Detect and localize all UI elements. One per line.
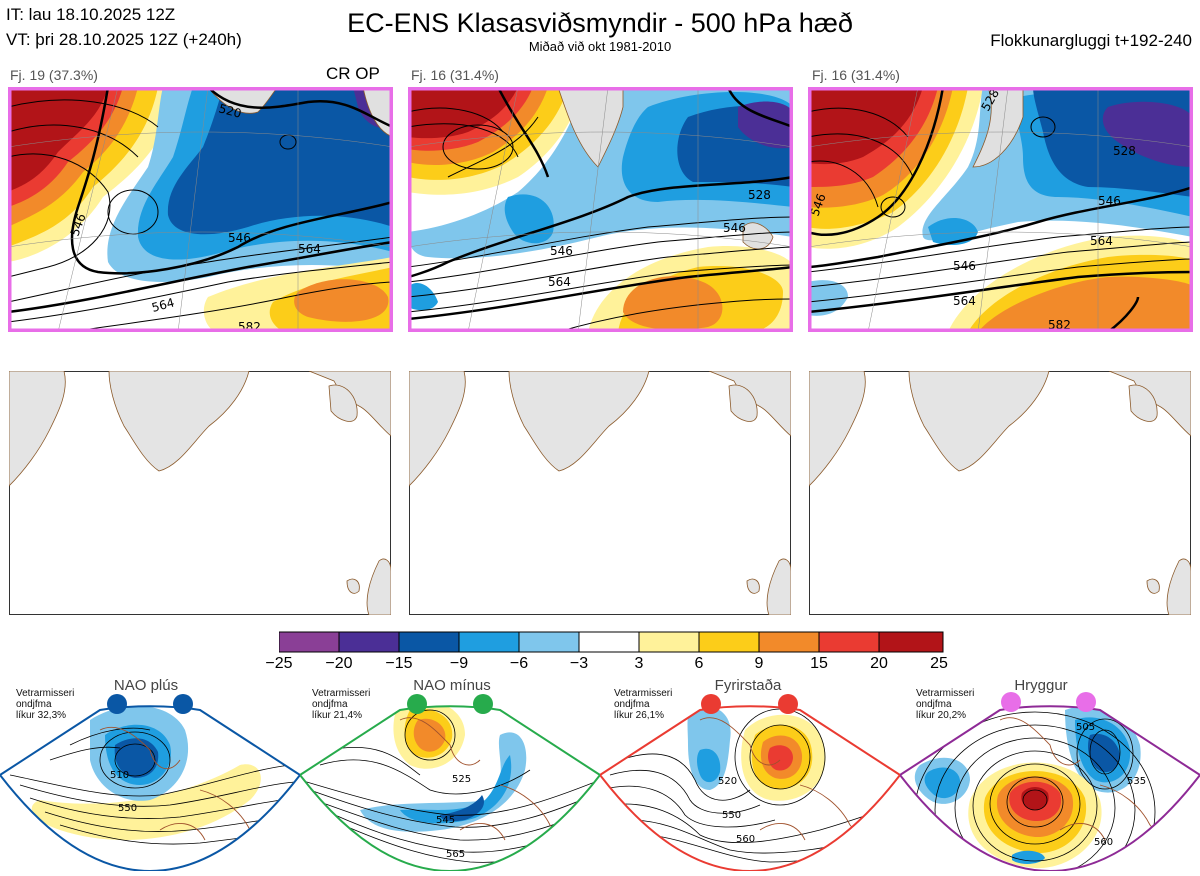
colorbar-swatch [818,631,880,653]
initial-time: IT: lau 18.10.2025 12Z [6,5,176,24]
contour-label: 564 [150,295,176,314]
colorbar-tick: 20 [870,655,888,672]
colorbar-swatch [458,631,520,653]
regime-nao-minus-map: 525 545 565 [298,690,602,873]
regime-marker [173,694,193,714]
regime-marker [407,694,427,714]
classification-window: Flokkunargluggi t+192-240 [990,31,1192,50]
colorbar-tick: −15 [385,655,413,672]
contour-label: 546 [723,221,746,235]
colorbar-swatch [698,631,760,653]
colorbar-tick: 25 [930,655,948,672]
contour-label: 520 [718,776,737,787]
contour-label: 564 [953,294,976,308]
regime-blocking-note: Vetrarmisseri ondjfma líkur 26,1% [614,688,673,721]
regime-nao-minus-note: Vetrarmisseri ondjfma líkur 21,4% [312,688,371,721]
contour-label: 510 [110,770,129,781]
colorbar-tick: 6 [694,655,704,672]
colorbar-tick: −3 [569,655,589,672]
contour-label: 550 [722,810,741,821]
colorbar-tick: −20 [325,655,353,672]
colorbar-tick: 9 [754,655,764,672]
colorbar-swatch [278,631,340,653]
contour-label: 546 [953,259,976,273]
contour-label: 505 [1076,722,1095,733]
regime-ridge-title: Hryggur [1014,677,1068,694]
contour-label: 546 [228,231,251,245]
colorbar-swatch [878,631,944,653]
colorbar-swatch [398,631,460,653]
colorbar-swatch [338,631,400,653]
cluster-map-2: 528 546 564 546 [408,87,793,332]
regime-blocking-title: Fyrirstaða [714,677,782,694]
regime-nao-plus-note: Vetrarmisseri ondjfma líkur 32,3% [16,688,75,721]
contour-label: 545 [436,815,455,826]
contour-label: 528 [748,188,771,202]
contour-label: 546 [550,244,573,258]
colorbar-tick: −25 [265,655,293,672]
climatology-subtitle: Miðað við okt 1981-2010 [528,39,672,54]
colorbar-tick: −9 [449,655,469,672]
regime-marker [1001,692,1021,712]
valid-time: VT: þri 28.10.2025 12Z (+240h) [6,30,242,49]
colorbar-swatch [518,631,580,653]
regime-marker [1076,692,1096,712]
contour-label: 560 [1094,837,1113,848]
contour-label: 564 [298,242,321,256]
regime-marker [701,694,721,714]
colorbar-swatch [758,631,820,653]
page-title: EC-ENS Klasasviðsmyndir - 500 hPa hæð [347,8,853,38]
cluster-map-1: 520 546 546 564 564 582 [8,87,393,332]
colorbar-tick: 3 [634,655,644,672]
colorbar-swatch [638,631,700,653]
contour-label: 525 [452,774,471,785]
contour-label: 550 [118,803,137,814]
regime-marker [473,694,493,714]
contour-label: 560 [736,834,755,845]
contour-label: 535 [1127,776,1146,787]
regime-blocking-map: 520 550 560 [598,690,902,873]
colorbar [278,631,944,653]
base-map-1 [9,371,391,615]
colorbar-tick: −6 [509,655,529,672]
regime-nao-plus-map: 510 550 [0,690,302,873]
regime-nao-plus-title: NAO plús [113,677,179,694]
panel-1-badge: CR OP [326,64,380,83]
regime-nao-minus-title: NAO mínus [413,677,491,694]
base-map-2 [409,371,791,615]
regime-ridge-map: 505 535 560 [898,690,1200,873]
regime-marker [778,694,798,714]
cluster-map-3: 528 528 546 546 546 564 564 582 [808,87,1193,332]
contour-label: 528 [1113,144,1136,158]
panel-2-label: Fj. 16 (31.4%) [411,67,499,83]
contour-label: 565 [446,849,465,860]
contour-label: 564 [1090,234,1113,248]
contour-label: 520 [217,101,243,120]
contour-label: 564 [548,275,571,289]
regime-marker [107,694,127,714]
colorbar-tick: 15 [810,655,828,672]
colorbar-swatch [578,631,640,653]
panel-3-label: Fj. 16 (31.4%) [812,67,900,83]
contour-label: 546 [1098,194,1121,208]
base-map-3 [809,371,1191,615]
regime-ridge-note: Vetrarmisseri ondjfma líkur 20,2% [916,688,975,721]
panel-1-label: Fj. 19 (37.3%) [10,67,98,83]
